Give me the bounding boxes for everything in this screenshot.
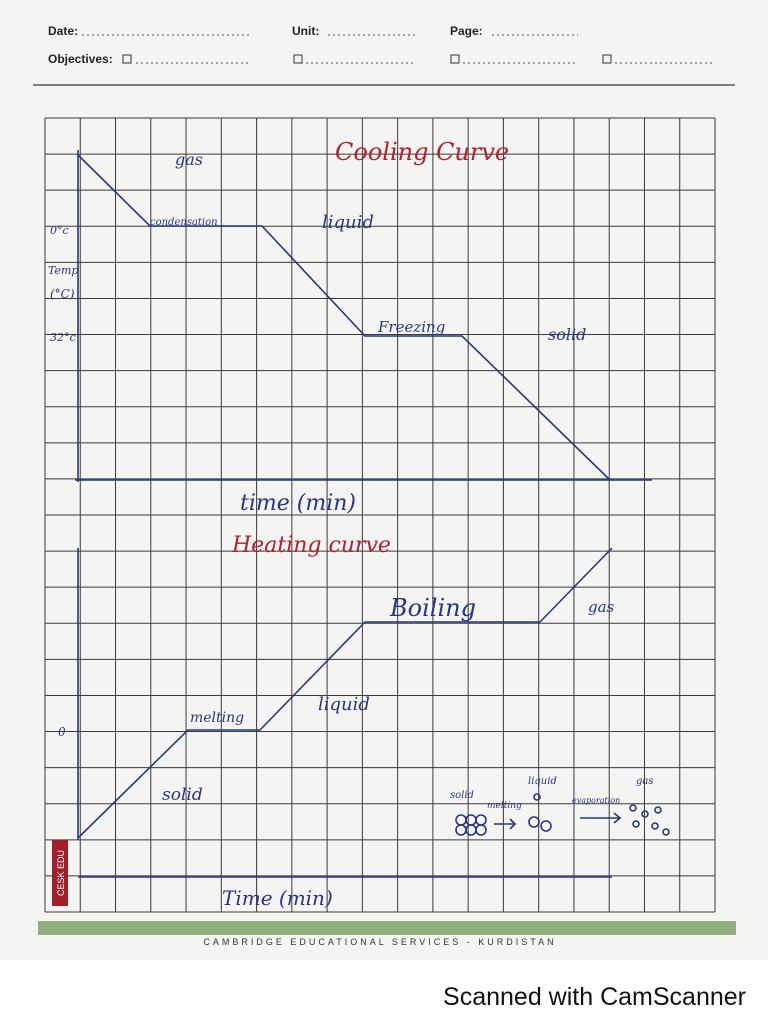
diagram-label: evaporation: [572, 796, 620, 805]
footer-band: [38, 921, 736, 935]
y-tick-label: 0°c: [50, 224, 69, 237]
date-label: Date:: [48, 24, 78, 38]
annotation: gas: [588, 598, 615, 616]
annotation: Boiling: [389, 594, 476, 622]
annotation: liquid: [322, 212, 374, 233]
annotation: Freezing: [377, 318, 445, 336]
annotation: solid: [162, 785, 203, 805]
watermark: Scanned with CamScanner: [443, 983, 746, 1011]
annotation: gas: [175, 150, 203, 169]
diagram-label: gas: [636, 776, 654, 787]
x-axis-label: Time (min): [222, 886, 333, 910]
cooling-curve: [77, 154, 611, 481]
grid: [44, 117, 716, 913]
page-label: Page:: [450, 24, 483, 38]
annotation: condensation: [150, 217, 218, 228]
checkboxes: [122, 54, 715, 64]
unit-label: Unit:: [292, 24, 319, 38]
annotation: solid: [548, 325, 586, 344]
side-tag-bg: [52, 840, 68, 906]
annotation: liquid: [318, 694, 370, 715]
y-tick-label: 0: [58, 725, 66, 739]
particles: [455, 793, 670, 836]
y-axis-label: Temp: [48, 264, 78, 277]
objectives-label: Objectives:: [48, 52, 113, 66]
footer: CAMBRIDGE EDUCATIONAL SERVICES - KURDIST…: [203, 937, 556, 947]
cooling-title: Cooling Curve: [335, 138, 509, 166]
y-tick-label: 32°c: [50, 331, 76, 344]
diagram-label: liquid: [528, 776, 557, 787]
y-axis-label: (°C): [50, 287, 75, 301]
heating-title: Heating curve: [231, 533, 391, 558]
diagram-label: melting: [487, 801, 522, 811]
x-axis-label: time (min): [240, 491, 356, 516]
side-tag: CESK EDU: [56, 850, 66, 896]
annotation: melting: [190, 710, 244, 726]
diagram-label: solid: [450, 790, 474, 801]
heating-curve: [77, 547, 613, 839]
